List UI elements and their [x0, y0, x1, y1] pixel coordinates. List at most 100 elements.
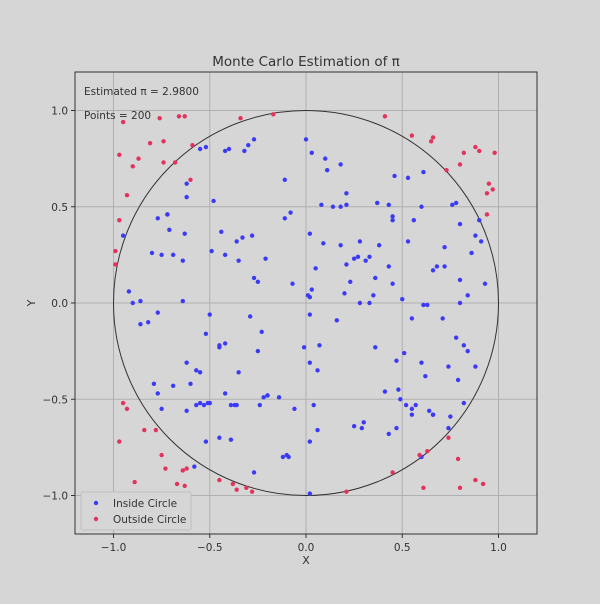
point-inside: [446, 425, 451, 431]
point-outside: [457, 485, 463, 490]
point-outside: [428, 139, 434, 144]
point-inside: [228, 437, 234, 442]
point-inside: [307, 295, 313, 300]
point-inside: [234, 402, 239, 408]
point-inside: [344, 262, 349, 267]
point-inside: [184, 181, 189, 186]
point-outside: [117, 152, 122, 157]
point-inside: [130, 300, 135, 306]
point-inside: [259, 329, 264, 335]
point-inside: [247, 314, 253, 319]
point-inside: [419, 204, 424, 209]
point-outside: [477, 148, 482, 154]
point-outside: [490, 187, 495, 192]
point-inside: [309, 287, 314, 292]
point-inside: [465, 293, 470, 298]
point-inside: [344, 202, 349, 208]
point-inside: [315, 427, 320, 433]
point-inside: [313, 266, 318, 271]
point-inside: [211, 198, 216, 204]
point-inside: [482, 281, 488, 286]
point-inside: [324, 167, 330, 173]
point-inside: [138, 298, 143, 304]
point-inside: [448, 414, 453, 419]
point-outside: [182, 483, 187, 489]
point-inside: [219, 229, 224, 234]
point-outside: [176, 114, 182, 119]
point-outside: [444, 167, 449, 173]
point-inside: [461, 400, 467, 406]
point-inside: [315, 368, 320, 373]
point-inside: [182, 231, 187, 236]
y-tick-label: 1.0: [51, 106, 68, 118]
point-inside: [126, 289, 132, 294]
x-tick-label: 0.5: [394, 542, 411, 554]
point-outside: [182, 114, 187, 119]
point-inside: [321, 241, 326, 246]
point-outside: [244, 485, 249, 490]
chart-title: Monte Carlo Estimation of π: [212, 54, 400, 70]
point-inside: [165, 212, 170, 217]
point-inside: [376, 243, 382, 248]
point-inside: [307, 491, 313, 496]
point-inside: [290, 281, 295, 286]
point-inside: [197, 146, 203, 152]
point-inside: [309, 150, 314, 156]
point-inside: [446, 364, 451, 369]
point-inside: [222, 148, 228, 154]
point-outside: [409, 133, 415, 138]
point-outside: [120, 119, 126, 125]
axis-ticks: −1.0 −0.5 0.0 0.5 1.0 −1.0 −0.5 0.0 0.5 1.0: [43, 106, 507, 555]
point-outside: [230, 481, 236, 487]
point-inside: [205, 400, 211, 406]
point-inside: [307, 439, 313, 444]
point-inside: [357, 300, 363, 306]
point-inside: [261, 395, 266, 400]
point-outside: [159, 452, 164, 458]
point-outside: [136, 156, 141, 161]
point-inside: [453, 200, 459, 206]
legend-marker-inside: [93, 500, 99, 506]
point-inside: [257, 402, 262, 408]
point-outside: [161, 160, 166, 165]
point-outside: [117, 439, 122, 444]
point-inside: [155, 216, 160, 221]
x-tick-label: −1.0: [101, 542, 127, 554]
point-inside: [390, 214, 395, 219]
point-inside: [411, 218, 416, 223]
point-inside: [167, 227, 172, 233]
point-inside: [159, 406, 164, 412]
point-inside: [344, 191, 349, 196]
point-inside: [351, 424, 357, 429]
point-outside: [184, 466, 189, 471]
point-inside: [307, 231, 313, 236]
point-outside: [180, 468, 185, 473]
point-outside: [188, 177, 193, 182]
point-inside: [398, 397, 403, 402]
point-inside: [255, 348, 261, 354]
point-outside: [142, 427, 147, 433]
legend-label-outside: Outside Circle: [113, 514, 186, 526]
point-inside: [170, 383, 176, 388]
point-outside: [417, 452, 422, 458]
point-inside: [192, 464, 197, 469]
legend: Inside Circle Outside Circle: [80, 491, 192, 531]
legend-marker-outside: [93, 516, 99, 522]
estimate-annotation: Estimated π = 2.9800: [84, 86, 199, 98]
point-outside: [113, 248, 118, 254]
point-inside: [390, 218, 395, 223]
point-outside: [480, 481, 486, 487]
point-outside: [455, 456, 461, 462]
point-inside: [386, 202, 391, 208]
point-outside: [124, 193, 130, 198]
point-inside: [430, 268, 436, 273]
unit-circle-layer: [113, 110, 499, 496]
point-inside: [203, 144, 209, 150]
point-outside: [446, 435, 451, 440]
point-inside: [170, 252, 176, 258]
point-inside: [184, 360, 189, 365]
point-inside: [373, 345, 378, 350]
y-tick-label: 0.0: [51, 298, 68, 310]
point-inside: [155, 391, 160, 396]
point-inside: [145, 320, 151, 325]
